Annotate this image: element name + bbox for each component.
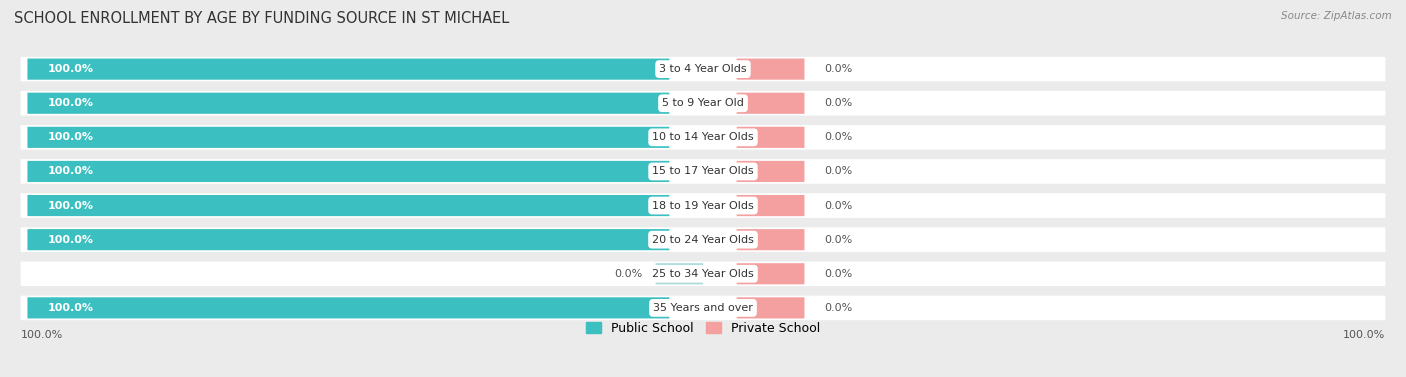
Text: 0.0%: 0.0% bbox=[824, 234, 853, 245]
FancyBboxPatch shape bbox=[21, 159, 1385, 184]
Text: 0.0%: 0.0% bbox=[824, 98, 853, 108]
Text: 100.0%: 100.0% bbox=[1343, 330, 1385, 340]
FancyBboxPatch shape bbox=[737, 93, 804, 114]
Text: 100.0%: 100.0% bbox=[48, 201, 94, 211]
Text: 35 Years and over: 35 Years and over bbox=[652, 303, 754, 313]
Text: 0.0%: 0.0% bbox=[824, 132, 853, 143]
FancyBboxPatch shape bbox=[737, 58, 804, 80]
Text: 3 to 4 Year Olds: 3 to 4 Year Olds bbox=[659, 64, 747, 74]
Text: 0.0%: 0.0% bbox=[824, 269, 853, 279]
Text: 5 to 9 Year Old: 5 to 9 Year Old bbox=[662, 98, 744, 108]
FancyBboxPatch shape bbox=[28, 161, 669, 182]
FancyBboxPatch shape bbox=[737, 195, 804, 216]
FancyBboxPatch shape bbox=[28, 127, 669, 148]
FancyBboxPatch shape bbox=[21, 91, 1385, 115]
FancyBboxPatch shape bbox=[737, 297, 804, 319]
FancyBboxPatch shape bbox=[737, 127, 804, 148]
FancyBboxPatch shape bbox=[21, 57, 1385, 81]
Text: 100.0%: 100.0% bbox=[48, 303, 94, 313]
Text: 100.0%: 100.0% bbox=[48, 166, 94, 176]
Text: Source: ZipAtlas.com: Source: ZipAtlas.com bbox=[1281, 11, 1392, 21]
FancyBboxPatch shape bbox=[21, 125, 1385, 150]
FancyBboxPatch shape bbox=[28, 195, 669, 216]
Text: 100.0%: 100.0% bbox=[48, 132, 94, 143]
Text: 25 to 34 Year Olds: 25 to 34 Year Olds bbox=[652, 269, 754, 279]
FancyBboxPatch shape bbox=[21, 227, 1385, 252]
Text: 100.0%: 100.0% bbox=[48, 64, 94, 74]
Text: 0.0%: 0.0% bbox=[824, 303, 853, 313]
Text: 20 to 24 Year Olds: 20 to 24 Year Olds bbox=[652, 234, 754, 245]
Text: 0.0%: 0.0% bbox=[824, 64, 853, 74]
FancyBboxPatch shape bbox=[737, 229, 804, 250]
Text: 0.0%: 0.0% bbox=[614, 269, 643, 279]
FancyBboxPatch shape bbox=[655, 263, 703, 284]
FancyBboxPatch shape bbox=[28, 229, 669, 250]
FancyBboxPatch shape bbox=[21, 296, 1385, 320]
Text: 0.0%: 0.0% bbox=[824, 201, 853, 211]
Text: 100.0%: 100.0% bbox=[48, 98, 94, 108]
Text: 0.0%: 0.0% bbox=[824, 166, 853, 176]
Text: 18 to 19 Year Olds: 18 to 19 Year Olds bbox=[652, 201, 754, 211]
FancyBboxPatch shape bbox=[737, 161, 804, 182]
Text: 15 to 17 Year Olds: 15 to 17 Year Olds bbox=[652, 166, 754, 176]
FancyBboxPatch shape bbox=[28, 297, 669, 319]
FancyBboxPatch shape bbox=[28, 93, 669, 114]
FancyBboxPatch shape bbox=[737, 263, 804, 284]
Legend: Public School, Private School: Public School, Private School bbox=[581, 317, 825, 340]
Text: 100.0%: 100.0% bbox=[48, 234, 94, 245]
Text: 100.0%: 100.0% bbox=[21, 330, 63, 340]
FancyBboxPatch shape bbox=[28, 58, 669, 80]
FancyBboxPatch shape bbox=[21, 193, 1385, 218]
Text: 10 to 14 Year Olds: 10 to 14 Year Olds bbox=[652, 132, 754, 143]
FancyBboxPatch shape bbox=[21, 262, 1385, 286]
Text: SCHOOL ENROLLMENT BY AGE BY FUNDING SOURCE IN ST MICHAEL: SCHOOL ENROLLMENT BY AGE BY FUNDING SOUR… bbox=[14, 11, 509, 26]
